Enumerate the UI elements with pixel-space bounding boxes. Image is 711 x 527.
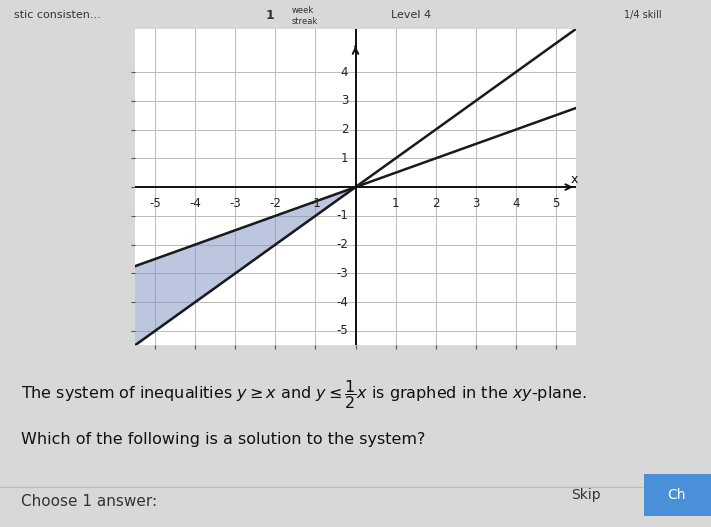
Text: 1: 1 — [266, 9, 274, 22]
Text: -3: -3 — [230, 197, 241, 210]
Text: stic consisten...: stic consisten... — [14, 11, 101, 20]
Text: x: x — [570, 173, 577, 187]
Text: 5: 5 — [552, 197, 560, 210]
Text: week: week — [292, 6, 314, 15]
Text: 3: 3 — [472, 197, 479, 210]
Text: -5: -5 — [149, 197, 161, 210]
Text: 1/4 skill: 1/4 skill — [624, 11, 661, 20]
Text: -4: -4 — [336, 296, 348, 309]
Text: -2: -2 — [336, 238, 348, 251]
Text: 2: 2 — [432, 197, 439, 210]
Text: 4: 4 — [512, 197, 520, 210]
Text: -4: -4 — [189, 197, 201, 210]
Text: 2: 2 — [341, 123, 348, 136]
Text: The system of inequalities $y \geq x$ and $y \leq \dfrac{1}{2}x$ is graphed in t: The system of inequalities $y \geq x$ an… — [21, 378, 587, 411]
Text: Level 4: Level 4 — [391, 11, 431, 20]
Text: 3: 3 — [341, 94, 348, 108]
Text: -3: -3 — [336, 267, 348, 280]
Text: -1: -1 — [309, 197, 321, 210]
Text: streak: streak — [292, 17, 318, 26]
Bar — [644, 474, 711, 516]
Text: Choose 1 answer:: Choose 1 answer: — [21, 494, 157, 509]
Text: -2: -2 — [269, 197, 282, 210]
Text: 1: 1 — [341, 152, 348, 165]
Text: -5: -5 — [336, 324, 348, 337]
Text: -1: -1 — [336, 209, 348, 222]
Text: 1: 1 — [392, 197, 400, 210]
Text: Ch: Ch — [667, 489, 685, 502]
Text: 4: 4 — [341, 65, 348, 79]
Text: Which of the following is a solution to the system?: Which of the following is a solution to … — [21, 433, 426, 447]
Text: Skip: Skip — [572, 489, 601, 502]
